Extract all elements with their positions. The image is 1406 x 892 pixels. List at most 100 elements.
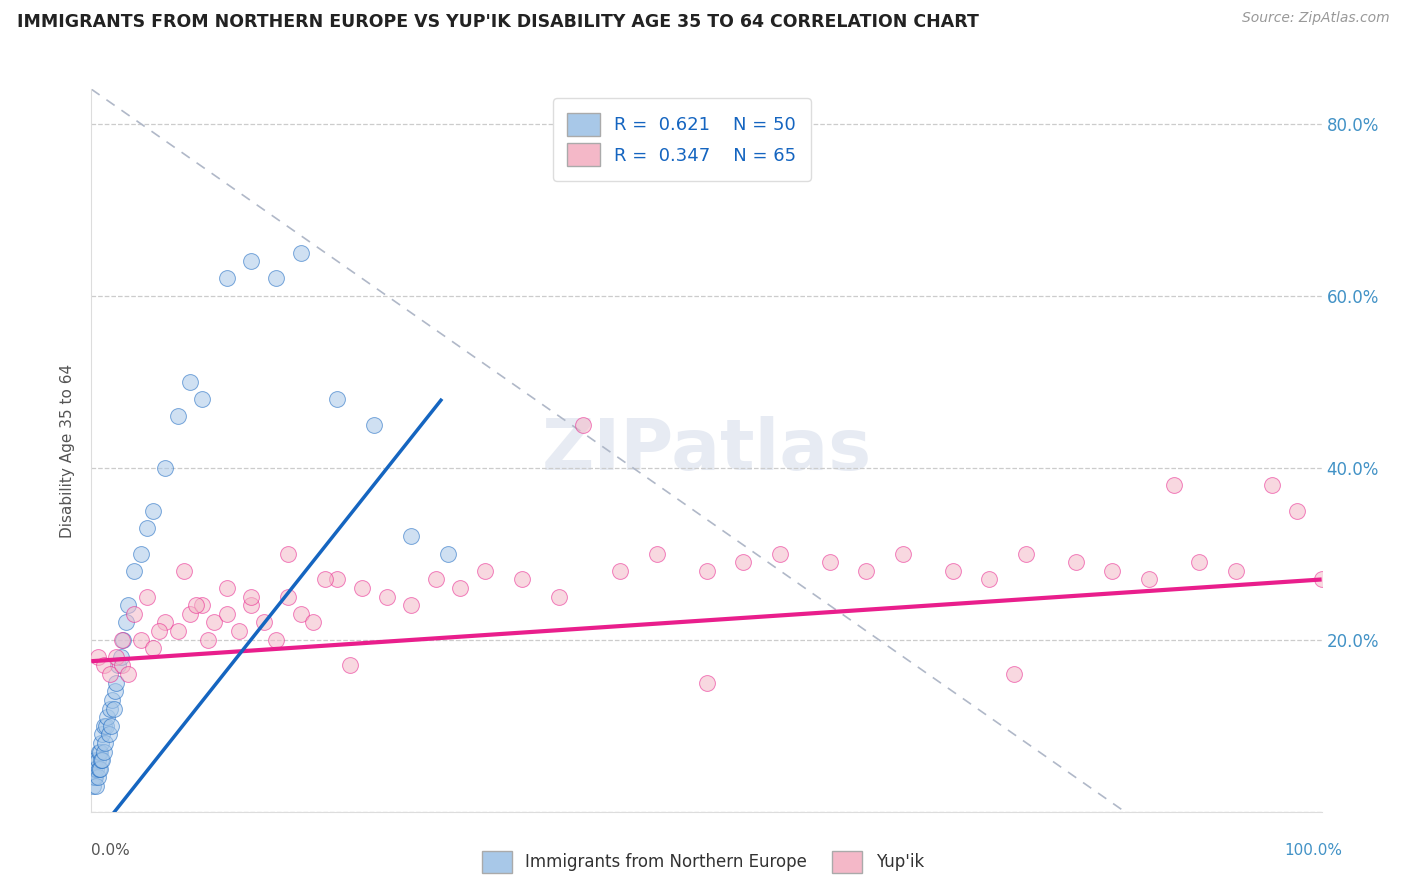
Point — [290, 607, 312, 621]
Point — [87, 744, 110, 758]
Point — [326, 573, 349, 587]
Text: Source: ZipAtlas.com: Source: ZipAtlas.com — [1241, 11, 1389, 25]
Point — [89, 744, 111, 758]
Legend: R =  0.621    N = 50, R =  0.347    N = 65: R = 0.621 N = 50, R = 0.347 N = 65 — [553, 98, 811, 181]
Point — [609, 564, 631, 578]
Point — [572, 417, 595, 432]
Point — [148, 624, 170, 639]
Point — [240, 254, 263, 268]
Point — [82, 779, 104, 793]
Point — [153, 460, 177, 475]
Point — [228, 624, 250, 639]
Point — [105, 649, 127, 664]
Point — [97, 727, 120, 741]
Point — [117, 667, 139, 681]
Point — [474, 564, 496, 578]
Point — [253, 615, 276, 630]
Point — [83, 762, 105, 776]
Point — [215, 581, 238, 595]
Point — [98, 701, 121, 715]
Point — [93, 658, 115, 673]
Point — [290, 245, 312, 260]
Point — [1139, 573, 1161, 587]
Text: 100.0%: 100.0% — [1285, 843, 1343, 858]
Point — [129, 547, 152, 561]
Point — [142, 503, 165, 517]
Point — [86, 779, 108, 793]
Legend: Immigrants from Northern Europe, Yup'ik: Immigrants from Northern Europe, Yup'ik — [475, 845, 931, 880]
Point — [941, 564, 963, 578]
Point — [202, 615, 225, 630]
Point — [90, 736, 112, 750]
Point — [425, 573, 447, 587]
Point — [326, 392, 349, 406]
Point — [91, 727, 114, 741]
Point — [314, 573, 336, 587]
Point — [352, 581, 374, 595]
Point — [124, 607, 146, 621]
Point — [191, 392, 214, 406]
Point — [86, 649, 108, 664]
Point — [769, 547, 792, 561]
Point — [1310, 573, 1333, 587]
Point — [1225, 564, 1247, 578]
Point — [1002, 667, 1025, 681]
Point — [891, 547, 914, 561]
Point — [103, 701, 125, 715]
Point — [173, 564, 195, 578]
Point — [855, 564, 877, 578]
Point — [979, 573, 1001, 587]
Point — [1187, 555, 1209, 569]
Point — [93, 719, 115, 733]
Point — [363, 417, 385, 432]
Point — [215, 271, 238, 285]
Point — [179, 607, 201, 621]
Point — [437, 547, 460, 561]
Text: IMMIGRANTS FROM NORTHERN EUROPE VS YUP'IK DISABILITY AGE 35 TO 64 CORRELATION CH: IMMIGRANTS FROM NORTHERN EUROPE VS YUP'I… — [17, 13, 979, 31]
Point — [135, 521, 157, 535]
Point — [153, 615, 177, 630]
Point — [264, 632, 287, 647]
Point — [91, 753, 114, 767]
Point — [215, 607, 238, 621]
Point — [645, 547, 669, 561]
Point — [93, 744, 115, 758]
Point — [124, 564, 146, 578]
Point — [101, 693, 124, 707]
Point — [277, 547, 299, 561]
Text: 0.0%: 0.0% — [91, 843, 131, 858]
Point — [111, 632, 134, 647]
Point — [111, 658, 134, 673]
Point — [84, 753, 107, 767]
Point — [87, 762, 110, 776]
Point — [96, 719, 117, 733]
Point — [733, 555, 755, 569]
Point — [86, 762, 108, 776]
Point — [114, 615, 138, 630]
Point — [105, 675, 127, 690]
Point — [135, 590, 157, 604]
Point — [1285, 503, 1308, 517]
Point — [240, 599, 263, 613]
Point — [90, 753, 112, 767]
Point — [375, 590, 398, 604]
Point — [86, 753, 108, 767]
Point — [1064, 555, 1087, 569]
Point — [264, 271, 287, 285]
Point — [1101, 564, 1123, 578]
Point — [166, 409, 188, 423]
Point — [1261, 478, 1284, 492]
Point — [240, 590, 263, 604]
Point — [1015, 547, 1038, 561]
Point — [1163, 478, 1185, 492]
Point — [83, 770, 105, 784]
Point — [117, 599, 139, 613]
Point — [695, 564, 717, 578]
Point — [547, 590, 569, 604]
Point — [695, 675, 717, 690]
Text: ZIPatlas: ZIPatlas — [541, 416, 872, 485]
Point — [104, 684, 127, 698]
Point — [96, 710, 118, 724]
Point — [277, 590, 299, 604]
Point — [184, 599, 207, 613]
